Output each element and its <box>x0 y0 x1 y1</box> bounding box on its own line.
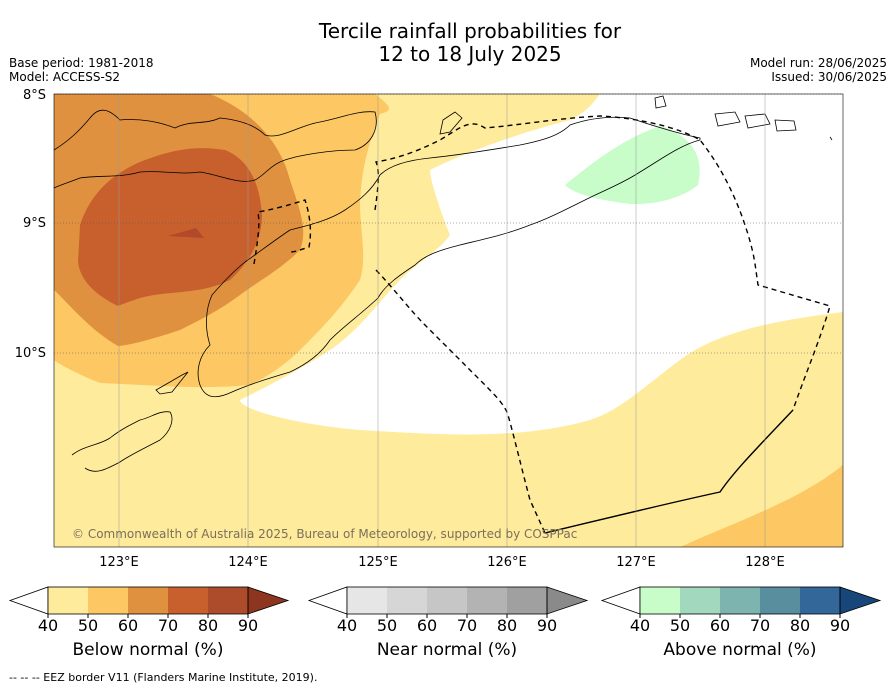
colorbar-segment <box>347 587 387 614</box>
below-80-area <box>78 148 262 306</box>
lon-label-123e: 123°E <box>99 555 139 570</box>
map-frame <box>53 93 844 548</box>
lat-label-9s: 9°S <box>23 216 46 231</box>
title-line-1: Tercile rainfall probabilities for <box>318 19 622 43</box>
lon-label-124e: 124°E <box>228 555 268 570</box>
below-60-area-south <box>680 465 843 547</box>
colorbar-tick-label: 60 <box>118 616 138 635</box>
lon-label-127e: 127°E <box>616 555 656 570</box>
model-run: Model run: 28/06/2025 <box>749 56 887 70</box>
colorbar-frame <box>346 586 548 615</box>
colorbar-extend-low <box>307 586 348 615</box>
colorbar-extend-low <box>8 586 49 615</box>
issued-date: Issued: 30/06/2025 <box>771 70 887 84</box>
colorbar-tick-label: 90 <box>537 616 557 635</box>
eez-border <box>253 115 831 534</box>
meta-right: Model run: 28/06/2025 Issued: 30/06/2025 <box>750 56 887 84</box>
colorbar-extend-high <box>546 586 589 615</box>
colorbar-title-near: Near normal (%) <box>376 640 518 660</box>
lat-label-10s: 10°S <box>15 346 46 361</box>
colorbar-frame <box>639 586 841 615</box>
colorbar-segment <box>168 587 208 614</box>
lat-label-8s: 8°S <box>23 88 46 103</box>
colorbar-tick-label: 50 <box>78 616 98 635</box>
colorbar-tick-label: 70 <box>457 616 477 635</box>
footer-note: -- -- -- EEZ border V11 (Flanders Marine… <box>9 671 318 684</box>
colorbar-below-normal: 40 50 60 70 80 90 <box>8 586 290 635</box>
base-period: Base period: 1981-2018 <box>9 56 154 70</box>
copyright-text: © Commonwealth of Australia 2025, Bureau… <box>72 527 577 541</box>
lon-label-125e: 125°E <box>358 555 398 570</box>
colorbar-segment <box>640 587 680 614</box>
colorbar-tick-label: 60 <box>417 616 437 635</box>
colorbar-tick-label: 90 <box>830 616 850 635</box>
colorbar-title-below: Below normal (%) <box>72 640 224 660</box>
model-name: Model: ACCESS-S2 <box>9 70 121 84</box>
colorbar-tick-label: 40 <box>38 616 58 635</box>
colorbar-extend-low <box>600 586 641 615</box>
map-title: Tercile rainfall probabilities for 12 to… <box>0 20 896 66</box>
title-line-2: 12 to 18 July 2025 <box>378 42 562 66</box>
colorbar-extend-high <box>247 586 290 615</box>
colorbar-near-normal: 40 50 60 70 80 90 <box>307 586 589 635</box>
colorbar-tick-label: 80 <box>497 616 517 635</box>
above-50-area <box>565 126 700 205</box>
colorbar-extend-high <box>839 586 882 615</box>
colorbar-tick-label: 50 <box>377 616 397 635</box>
colorbar-above-normal: 40 50 60 70 80 90 <box>600 586 882 635</box>
colorbar-segment <box>128 587 168 614</box>
colorbar-tick-label: 70 <box>750 616 770 635</box>
colorbar-tick-label: 40 <box>630 616 650 635</box>
lon-label-128e: 128°E <box>745 555 785 570</box>
eez-solid-segment <box>544 409 794 534</box>
colorbar-segment <box>387 587 427 614</box>
colorbar-segment <box>760 587 800 614</box>
colorbar-title-above: Above normal (%) <box>663 640 817 660</box>
colorbar-segment <box>680 587 720 614</box>
lon-label-126e: 126°E <box>487 555 527 570</box>
colorbar-tick-label: 90 <box>238 616 258 635</box>
colorbar-tick-label: 80 <box>790 616 810 635</box>
colorbar-tick-label: 80 <box>198 616 218 635</box>
below-90-spot <box>168 228 204 238</box>
meta-left: Base period: 1981-2018 Model: ACCESS-S2 <box>9 56 154 84</box>
colorbar-segment <box>48 587 88 614</box>
colorbar-segment <box>507 587 547 614</box>
colorbar-tick-label: 70 <box>158 616 178 635</box>
colorbar-segment <box>88 587 128 614</box>
probability-map <box>54 94 843 547</box>
colorbar-segment <box>720 587 760 614</box>
colorbar-segment <box>208 587 248 614</box>
coastlines <box>54 95 833 472</box>
colorbar-segment <box>467 587 507 614</box>
colorbar-tick-label: 60 <box>710 616 730 635</box>
colorbar-tick-label: 40 <box>337 616 357 635</box>
colorbar-frame <box>47 586 249 615</box>
colorbar-segment <box>800 587 840 614</box>
colorbar-tick-label: 50 <box>670 616 690 635</box>
colorbar-segment <box>427 587 467 614</box>
